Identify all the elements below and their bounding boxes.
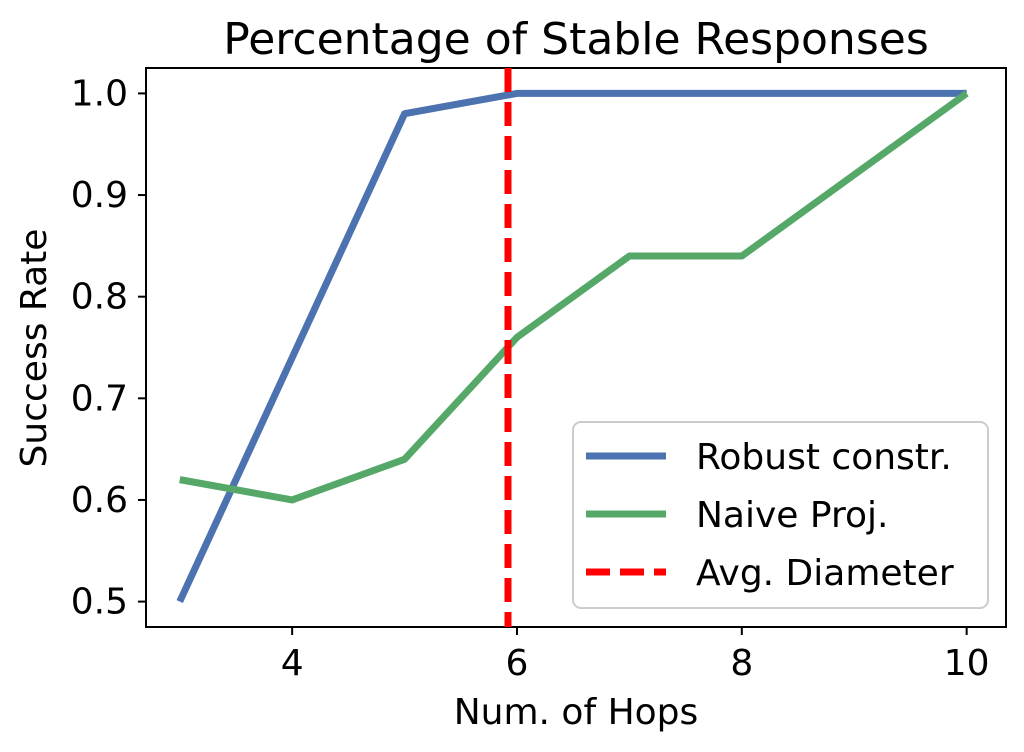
y-tick-label-4: 0.8 (71, 277, 128, 318)
legend-box (572, 421, 989, 609)
x-tick-label-1: 4 (281, 643, 304, 684)
plot-area: 4 6 8 10 0.5 0.6 0.7 0.8 0.9 1.0 (71, 67, 1007, 684)
series-layer (176, 89, 969, 604)
y-tick-label-1: 0.5 (71, 582, 128, 623)
x-tick-label-4: 10 (944, 643, 990, 684)
y-axis: 0.5 0.6 0.7 0.8 0.9 1.0 (71, 73, 146, 623)
series-line-1 (176, 89, 967, 604)
series-line-2 (179, 90, 969, 504)
plot-frame (145, 67, 1007, 628)
y-tick-label-5: 0.9 (71, 175, 128, 216)
y-tick-label-6: 1.0 (71, 73, 128, 114)
legend-items: Robust constr. Naive Proj. Avg. Diameter (586, 437, 954, 594)
y-tick-label-2: 0.6 (71, 480, 128, 521)
legend: Robust constr. Naive Proj. Avg. Diameter (572, 421, 989, 609)
legend-label-3: Avg. Diameter (696, 553, 954, 594)
x-tick-label-2: 6 (506, 643, 529, 684)
x-tick-label-3: 8 (730, 643, 753, 684)
y-tick-label-3: 0.7 (71, 378, 128, 419)
chart-title: Percentage of Stable Responses (223, 14, 929, 65)
legend-label-2: Naive Proj. (696, 495, 888, 536)
y-axis-label: Success Rate (14, 229, 55, 468)
x-axis-label: Num. of Hops (454, 692, 699, 733)
x-axis: 4 6 8 10 (281, 627, 990, 684)
legend-label-1: Robust constr. (696, 437, 952, 478)
